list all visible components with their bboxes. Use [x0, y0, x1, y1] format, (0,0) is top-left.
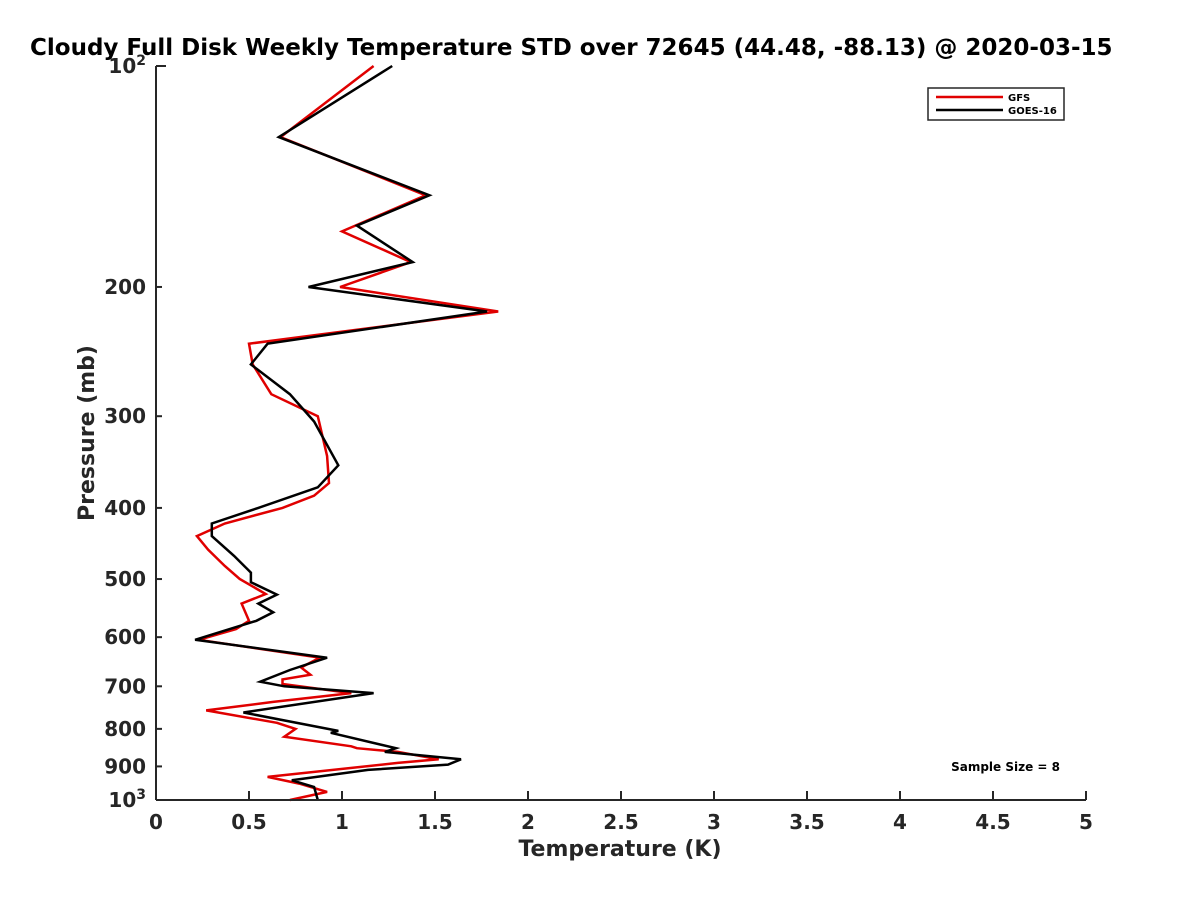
y-tick-label: 500: [104, 567, 146, 591]
legend-box: [927, 87, 1065, 121]
y-tick-label-base: 400: [104, 496, 146, 520]
series-layer: [194, 64, 499, 802]
series-line-gfs: [194, 65, 499, 802]
y-tick-label: 103: [108, 787, 146, 812]
axes-layer: 0 0.5 1 1.5 2 2.5 3 3.5 4 4.5 51022003004005006007…: [104, 53, 1093, 834]
x-tick-label: 5: [1079, 810, 1093, 834]
sample-size-annotation: Sample Size = 8: [951, 760, 1060, 774]
legend-label: GOES-16: [1008, 106, 1057, 117]
y-tick-label-base: 900: [104, 754, 146, 778]
y-tick-label: 400: [104, 496, 146, 520]
y-axis-label: Pressure (mb): [75, 345, 100, 521]
series-line-goes-16: [194, 64, 488, 801]
y-tick-label-base: 500: [104, 567, 146, 591]
x-tick-label: 1: [335, 810, 349, 834]
y-tick-label-base: 10: [108, 788, 136, 812]
x-tick-label: 4.5: [975, 810, 1010, 834]
x-tick-label: 2: [521, 810, 535, 834]
y-tick-label-base: 10: [108, 54, 136, 78]
y-tick-label: 102: [108, 53, 146, 78]
x-axis-label: Temperature (K): [518, 837, 721, 862]
x-tick-label: 2.5: [603, 810, 638, 834]
x-tick-label: 3.5: [789, 810, 824, 834]
y-tick-label: 200: [104, 275, 146, 299]
y-tick-label: 600: [104, 625, 146, 649]
x-tick-label: 1.5: [417, 810, 452, 834]
y-tick-label-base: 700: [104, 674, 146, 698]
legend-label: GFS: [1008, 93, 1030, 104]
y-tick-label-exponent: 2: [136, 53, 146, 69]
chart-title: Cloudy Full Disk Weekly Temperature STD …: [30, 35, 1113, 61]
x-tick-label: 0.5: [231, 810, 266, 834]
y-tick-label: 300: [104, 404, 146, 428]
y-tick-label: 900: [104, 754, 146, 778]
legend: GFS GOES-16: [927, 87, 1065, 121]
x-tick-label: 0: [149, 810, 163, 834]
y-tick-label-base: 800: [104, 717, 146, 741]
x-tick-label: 4: [893, 810, 907, 834]
y-tick-label-base: 300: [104, 404, 146, 428]
y-tick-label-base: 600: [104, 625, 146, 649]
y-tick-label-exponent: 3: [136, 787, 146, 803]
y-tick-label-base: 200: [104, 275, 146, 299]
x-tick-label: 3: [707, 810, 721, 834]
y-tick-label: 700: [104, 674, 146, 698]
y-tick-label: 800: [104, 717, 146, 741]
